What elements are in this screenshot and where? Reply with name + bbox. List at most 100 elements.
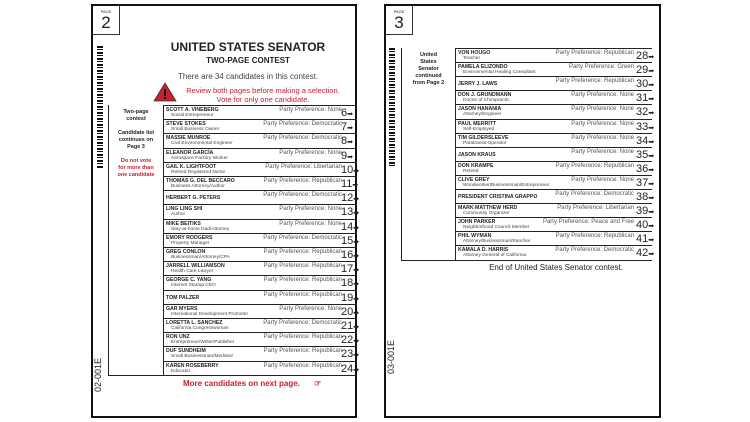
vote-target[interactable]: 16➡ (341, 249, 359, 261)
candidate-row[interactable]: KAMALA D. HARRIS Attorney General of Cal… (456, 245, 654, 260)
vote-target[interactable]: 17➡ (341, 263, 359, 275)
candidate-name: DUF SUNDHEIM (166, 348, 206, 355)
candidate-occupation: Paratransit Operator (463, 140, 507, 146)
candidate-name: JASON KRAUS (458, 151, 496, 158)
arrow-icon: ➡ (353, 267, 360, 275)
vote-target[interactable]: 6➡ (341, 107, 353, 119)
party-preference: Party Preference: None (279, 107, 342, 113)
vote-target[interactable]: 22➡ (341, 334, 359, 346)
vote-target[interactable]: 13➡ (341, 206, 359, 218)
candidate-row[interactable]: DON J. GRUNDMANN Doctor of Chiropractic … (456, 90, 654, 105)
vote-target[interactable]: 18➡ (341, 277, 359, 289)
candidate-row[interactable]: MASSIE MUNROE Civil Environmental Engine… (164, 133, 357, 148)
candidate-row[interactable]: GAIL K. LIGHTFOOT Retired Registered Nur… (164, 161, 359, 177)
side-note-continued: United States Senator continued from Pag… (412, 52, 445, 86)
candidate-row[interactable]: EMORY RODGERS Property Manager Party Pre… (164, 232, 359, 248)
vote-target[interactable]: 9➡ (341, 150, 353, 162)
vote-target[interactable]: 23➡ (341, 348, 359, 360)
candidate-row[interactable]: MARK MATTHEW HERD Community Organizer Pa… (456, 203, 654, 218)
vote-target[interactable]: 12➡ (341, 192, 359, 204)
candidate-row[interactable]: MIKE BEITIKS Stay-at-home Dad/Attorney P… (164, 218, 359, 234)
candidate-row[interactable]: PRESIDENT CRISTINA GRAPPO Party Preferen… (456, 189, 654, 204)
candidate-number: 24 (341, 362, 354, 375)
vote-target[interactable]: 32➡ (636, 106, 654, 118)
side-note-continues: Candidate list continues on Page 3 (117, 130, 155, 150)
candidate-row[interactable]: DON KRAMPE Retired Party Preference: Rep… (456, 160, 654, 176)
vote-target[interactable]: 15➡ (341, 235, 359, 247)
candidate-row[interactable]: STEVE STOKES Small Business Owner Party … (164, 119, 357, 134)
candidate-occupation: Business Attorney/Author (171, 184, 225, 189)
vote-target[interactable]: 36➡ (636, 163, 654, 175)
candidate-row[interactable]: PAUL MERRITT Self-Employed Party Prefere… (456, 118, 654, 134)
candidate-row[interactable]: GAR MYERS International Development Prom… (164, 303, 359, 319)
candidate-table: United States Senator continued from Pag… (401, 48, 654, 261)
vote-target[interactable]: 20➡ (341, 306, 359, 318)
candidate-row[interactable]: VON HOUGO Teacher Party Preference: Repu… (456, 48, 654, 63)
candidate-row[interactable]: JERRY J. LAWS Party Preference: Republic… (456, 76, 654, 91)
candidate-number: 31 (636, 92, 649, 105)
arrow-icon: ➡ (353, 167, 360, 175)
candidate-row[interactable]: TIM GILDERSLEEVE Paratransit Operator Pa… (456, 132, 654, 148)
vote-target[interactable]: 33➡ (636, 121, 654, 133)
candidate-row[interactable]: PAMELA ELIZONDO Environmental Healing Co… (456, 62, 654, 77)
candidate-occupation: Stay-at-home Dad/Attorney (171, 226, 230, 232)
candidate-row[interactable]: RON UNZ Entrepreneur/Writer/Publisher Pa… (164, 332, 359, 347)
party-preference: Party Preference: None (279, 220, 342, 227)
candidate-name: GREG CONLON (166, 249, 206, 255)
vote-target[interactable]: 42➡ (636, 247, 654, 259)
vote-target[interactable]: 38➡ (636, 191, 654, 203)
vote-target[interactable]: 7➡ (341, 121, 353, 133)
candidate-row[interactable]: CLIVE GREY Woodworker/Businessman/Entrep… (456, 174, 654, 190)
arrow-icon: ➡ (648, 195, 655, 202)
party-preference: Party Preference: Democratic (263, 121, 342, 128)
candidate-row[interactable]: LING LING SHI Author Party Preference: N… (164, 204, 359, 219)
vote-target[interactable]: 40➡ (636, 219, 654, 231)
vote-target[interactable]: 30➡ (636, 78, 654, 90)
vote-target[interactable]: 10➡ (341, 164, 359, 176)
candidate-name: LORETTA L. SANCHEZ (166, 320, 223, 326)
candidate-row[interactable]: PHIL WYMAN Attorney/Businessman/Rancher … (456, 231, 654, 246)
candidate-occupation: Civil Environmental Engineer (171, 141, 233, 147)
candidate-name: JERRY J. LAWS (458, 81, 498, 88)
candidate-row[interactable]: DUF SUNDHEIM Small Businessman/Mediator … (164, 346, 359, 361)
candidate-row[interactable]: JASON KRAUS Party Preference: None 35➡ (456, 146, 654, 162)
vote-target[interactable]: 19➡ (341, 292, 359, 304)
candidate-occupation: Neighborhood Council Member (463, 225, 530, 231)
vote-target[interactable]: 21➡ (341, 320, 359, 332)
party-preference: Party Preference: None (571, 134, 634, 141)
candidate-row[interactable]: JOHN PARKER Neighborhood Council Member … (456, 217, 654, 232)
vote-target[interactable]: 35➡ (636, 149, 654, 161)
vote-target[interactable]: 8➡ (341, 135, 353, 147)
candidate-number: 36 (636, 162, 649, 175)
arrow-icon: ➡ (353, 196, 360, 204)
candidate-name: JARRELL WILLIAMSON (166, 263, 225, 270)
vote-target[interactable]: 41➡ (636, 233, 654, 245)
vote-target[interactable]: 28➡ (636, 50, 654, 62)
vote-target[interactable]: 37➡ (636, 177, 654, 189)
side-notes: Two-page contest Candidate list continue… (109, 105, 164, 375)
candidate-name: ELEANOR GARCÍA (166, 149, 214, 156)
candidate-row[interactable]: HERBERT G. PETERS Party Preference: Demo… (164, 190, 359, 205)
party-preference: Party Preference: Democratic (263, 234, 342, 241)
vote-target[interactable]: 24➡ (341, 363, 359, 375)
vote-target[interactable]: 29➡ (636, 64, 654, 76)
candidate-number: 23 (341, 348, 354, 361)
candidate-row[interactable]: SCOTT A. VINEBERG Social Entrepreneur Pa… (164, 105, 357, 120)
candidate-row[interactable]: KAREN ROSEBERRY Educator Party Preferenc… (164, 360, 359, 376)
vote-target[interactable]: 39➡ (636, 205, 654, 217)
candidate-number: 18 (341, 277, 354, 290)
vote-target[interactable]: 11➡ (341, 178, 358, 190)
vote-target[interactable]: 14➡ (341, 221, 359, 233)
candidate-row[interactable]: GEORGE C. YANG Internet Startup CEO Part… (164, 275, 359, 290)
candidate-number: 9 (341, 149, 348, 162)
vote-target[interactable]: 34➡ (636, 135, 654, 147)
candidate-row[interactable]: JASON HANANIA Attorney/Engineer Party Pr… (456, 104, 654, 119)
vote-target[interactable]: 31➡ (636, 92, 654, 104)
candidate-row[interactable]: ELEANOR GARCÍA Aerospace Factory Worker … (164, 147, 357, 163)
candidate-row[interactable]: TOM PALZER Party Preference: Republican … (164, 289, 359, 305)
candidate-row[interactable]: LORETTA L. SANCHEZ California Congresswo… (164, 318, 359, 333)
candidate-row[interactable]: JARRELL WILLIAMSON Health Care Lawyer Pa… (164, 261, 359, 276)
candidate-row[interactable]: THOMAS G. DEL BECCARO Business Attorney/… (164, 176, 358, 191)
page-number-box: PAGE 3 (386, 6, 413, 35)
candidate-row[interactable]: GREG CONLON Businessman/Attorney/CPA Par… (164, 247, 359, 262)
